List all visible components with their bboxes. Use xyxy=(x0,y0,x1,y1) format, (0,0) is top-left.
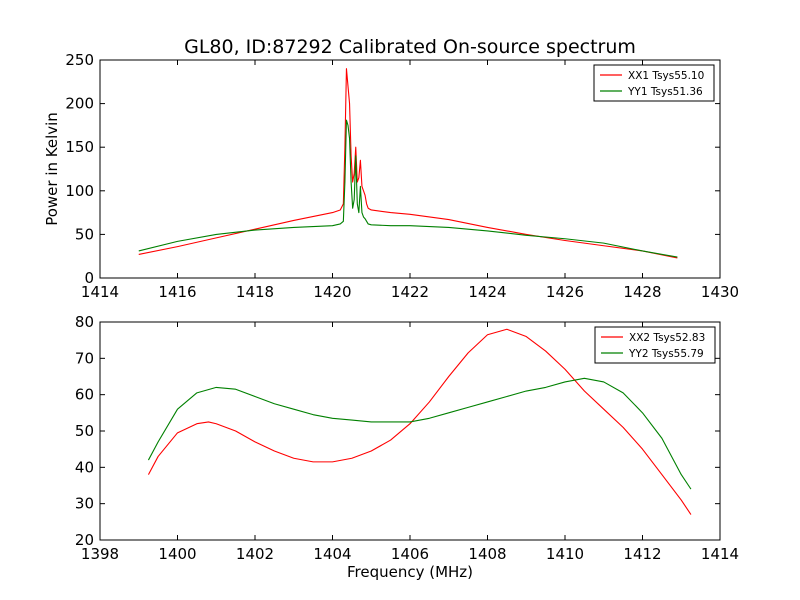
y-tick-label: 70 xyxy=(75,349,94,367)
x-tick-label: 1410 xyxy=(546,545,584,563)
series-line-2-1 xyxy=(147,328,692,515)
x-tick-label: 1408 xyxy=(468,545,506,563)
series-line-2-2 xyxy=(147,377,692,490)
x-tick-label: 1414 xyxy=(701,545,739,563)
x-tick-label: 1400 xyxy=(158,545,196,563)
y-tick-label: 60 xyxy=(75,386,94,404)
figure-title: GL80, ID:87292 Calibrated On-source spec… xyxy=(184,36,636,58)
x-tick-label: 1430 xyxy=(701,283,739,301)
y-tick-label: 30 xyxy=(75,495,94,513)
legend-box xyxy=(593,64,715,102)
x-tick-label: 1412 xyxy=(623,545,661,563)
series-line-1-2 xyxy=(138,119,678,258)
y-tick-label: 20 xyxy=(75,531,94,549)
y-tick-label: 50 xyxy=(75,225,94,243)
legend-label: XX1 Tsys55.10 xyxy=(628,70,704,82)
x-tick-label: 1420 xyxy=(313,283,351,301)
chart-panel-1: 1414 1416 1418 1420 1422 1424 1426 1428 1430 0 50 1… xyxy=(65,51,739,301)
y-tick-label: 100 xyxy=(65,182,94,200)
legend-1: XX1 Tsys55.10 YY1 Tsys51.36 xyxy=(593,64,715,102)
x-tick-label: 1402 xyxy=(236,545,274,563)
x-tick-label: 1416 xyxy=(158,283,196,301)
x-tick-label: 1426 xyxy=(546,283,584,301)
legend-label: XX2 Tsys52.83 xyxy=(629,332,705,344)
y-tick-label: 50 xyxy=(75,422,94,440)
legend-box xyxy=(594,326,716,364)
legend-label: YY1 Tsys51.36 xyxy=(627,86,703,98)
x-tick-label: 1398 xyxy=(81,545,119,563)
y-axis-label: Power in Kelvin xyxy=(43,112,61,226)
x-tick-label: 1414 xyxy=(81,283,119,301)
y-tick-label: 40 xyxy=(75,458,94,476)
y-tick-label: 0 xyxy=(84,269,94,287)
x-tick-label: 1406 xyxy=(391,545,429,563)
y-tick-label: 200 xyxy=(65,95,94,113)
series-line-1-1 xyxy=(138,68,678,259)
y-tick-label: 80 xyxy=(75,313,94,331)
chart-panel-2: 1398 1400 1402 1404 1406 1408 1410 1412 1414 20 30… xyxy=(75,313,739,563)
x-tick-label: 1418 xyxy=(236,283,274,301)
legend-2: XX2 Tsys52.83 YY2 Tsys55.79 xyxy=(594,326,716,364)
y-tick-label: 250 xyxy=(65,51,94,69)
legend-label: YY2 Tsys55.79 xyxy=(628,348,704,360)
x-axis-label: Frequency (MHz) xyxy=(347,563,473,581)
x-tick-label: 1428 xyxy=(623,283,661,301)
x-tick-label: 1404 xyxy=(313,545,351,563)
x-tick-label: 1424 xyxy=(468,283,506,301)
y-tick-label: 150 xyxy=(65,138,94,156)
x-tick-label: 1422 xyxy=(391,283,429,301)
